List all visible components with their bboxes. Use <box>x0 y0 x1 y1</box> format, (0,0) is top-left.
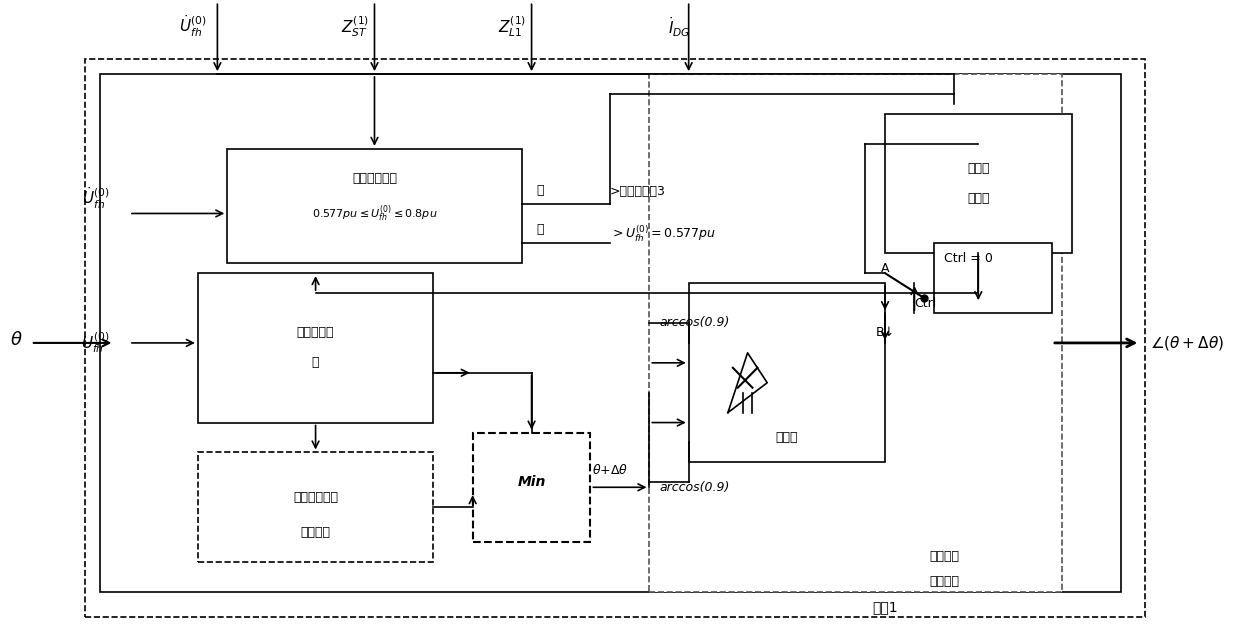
Bar <box>99 74 1121 592</box>
Text: 代入电流方: 代入电流方 <box>296 327 335 340</box>
Text: $>U_{fh}^{(0)}=0.577pu$: $>U_{fh}^{(0)}=0.577pu$ <box>610 223 715 244</box>
Bar <box>197 273 434 422</box>
Text: Min: Min <box>517 475 546 489</box>
Text: $\angle(\theta+\Delta\theta)$: $\angle(\theta+\Delta\theta)$ <box>1151 334 1224 352</box>
Text: 状态1: 状态1 <box>872 600 898 614</box>
Text: $\dot{U}_{fh}^{(0)}$: $\dot{U}_{fh}^{(0)}$ <box>82 186 109 212</box>
Text: $U_{fh}^{(0)}$: $U_{fh}^{(0)}$ <box>81 331 109 356</box>
Text: $0.577pu{\leq}U_{fh}^{(0)}{\leq}0.8pu$: $0.577pu{\leq}U_{fh}^{(0)}{\leq}0.8pu$ <box>311 203 438 224</box>
Text: $\theta{+}\Delta\theta$: $\theta{+}\Delta\theta$ <box>591 464 629 477</box>
Bar <box>472 433 590 542</box>
Text: 是否满足条件: 是否满足条件 <box>352 172 397 185</box>
Text: 流方程: 流方程 <box>967 192 990 205</box>
Text: 相角择优: 相角择优 <box>300 525 331 539</box>
Bar <box>227 149 522 263</box>
Text: Ctrl = 0: Ctrl = 0 <box>944 252 993 265</box>
Text: $\dot{U}_{fh}^{(0)}$: $\dot{U}_{fh}^{(0)}$ <box>179 14 207 39</box>
Text: 比较器: 比较器 <box>775 431 799 444</box>
Text: 是: 是 <box>537 223 544 237</box>
Text: $\dot{I}_{DG}$: $\dot{I}_{DG}$ <box>667 15 691 39</box>
Bar <box>650 74 1061 592</box>
Text: arccos(0.9): arccos(0.9) <box>660 481 729 494</box>
Bar <box>84 59 1146 617</box>
Text: 功率因数: 功率因数 <box>929 550 959 563</box>
Text: >切换至状态3: >切换至状态3 <box>610 185 666 198</box>
Bar <box>688 283 885 462</box>
Bar <box>885 114 1071 253</box>
Text: A: A <box>880 262 889 275</box>
Text: 否: 否 <box>537 183 544 197</box>
Text: Ctrl: Ctrl <box>914 296 936 309</box>
Text: 程: 程 <box>311 356 320 369</box>
Text: 取相角绝对值: 取相角绝对值 <box>293 491 339 503</box>
Text: 择优环节: 择优环节 <box>929 575 959 588</box>
Text: arccos(0.9): arccos(0.9) <box>660 316 729 329</box>
Text: 代入电: 代入电 <box>967 162 990 175</box>
Text: $Z_{L1}^{(1)}$: $Z_{L1}^{(1)}$ <box>498 14 526 39</box>
Text: $\theta$: $\theta$ <box>10 331 22 349</box>
Text: B↓: B↓ <box>875 327 894 340</box>
Text: $Z_{ST}^{(1)}$: $Z_{ST}^{(1)}$ <box>341 14 370 39</box>
Bar <box>934 243 1052 313</box>
Bar <box>197 453 434 562</box>
